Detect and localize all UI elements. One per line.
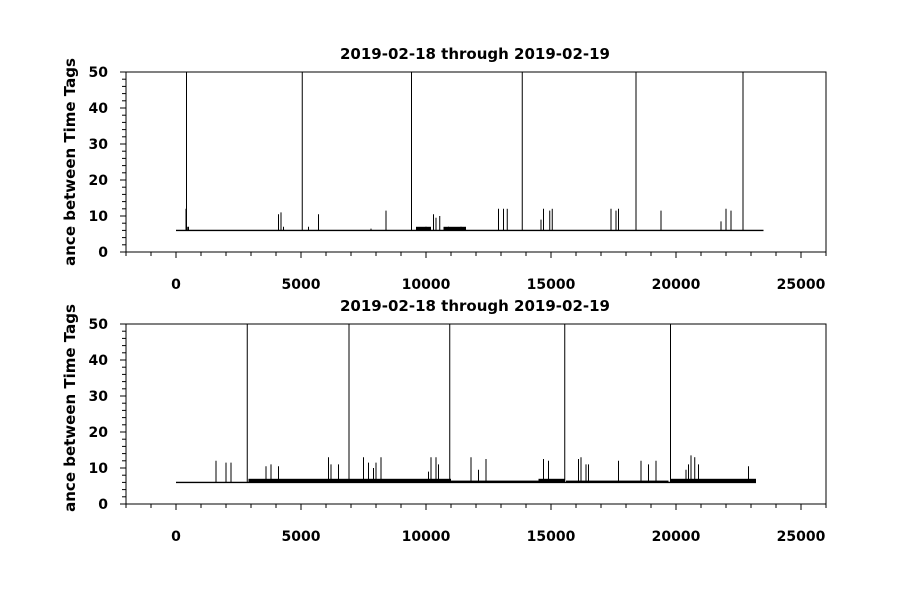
series-dense-band	[443, 226, 466, 231]
y-tick-label: 10	[89, 461, 109, 477]
chart-title: 2019-02-18 through 2019-02-19	[340, 297, 610, 315]
y-tick-label: 20	[89, 425, 109, 441]
chart-panel-top: 2019-02-18 through 2019-02-19 ance betwe…	[61, 45, 827, 293]
y-tick-label: 0	[98, 497, 108, 513]
y-tick-label: 20	[89, 173, 109, 189]
series-dense-band	[248, 478, 451, 483]
series-dense-band	[671, 478, 756, 483]
y-tick-label: 30	[89, 389, 109, 405]
y-tick-label: 10	[89, 209, 109, 225]
series-dense-band	[566, 480, 669, 483]
x-tick-label: 15000	[527, 529, 576, 545]
y-tick-label: 50	[89, 317, 109, 333]
x-tick-label: 10000	[402, 277, 451, 293]
series-dense-band	[451, 480, 539, 483]
series-dense-band	[416, 226, 431, 231]
x-tick-label: 15000	[527, 277, 576, 293]
series-dense-band	[538, 478, 565, 483]
chart-title: 2019-02-18 through 2019-02-19	[340, 45, 610, 63]
y-tick-label: 30	[89, 137, 109, 153]
y-axis-label: ance between Time Tags	[61, 304, 79, 512]
plot-area: 0 5000 10000 15000 20000 25000 0 10 20 30 40 50	[89, 317, 827, 545]
x-tick-label: 10000	[402, 529, 451, 545]
x-tick-label: 20000	[652, 529, 701, 545]
x-tick-label: 25000	[777, 277, 826, 293]
y-tick-label: 50	[89, 65, 109, 81]
plot-area: 0 5000 10000 15000 20000 25000 0 10 20 30 40 50	[89, 65, 827, 293]
x-tick-label: 5000	[282, 277, 321, 293]
chart-panel-bottom: 2019-02-18 through 2019-02-19 ance betwe…	[61, 297, 827, 545]
x-tick-label: 5000	[282, 529, 321, 545]
y-tick-label: 40	[89, 101, 109, 117]
x-tick-label: 25000	[777, 529, 826, 545]
x-tick-label: 0	[171, 529, 181, 545]
y-tick-label: 0	[98, 245, 108, 261]
y-tick-label: 40	[89, 353, 109, 369]
x-tick-label: 20000	[652, 277, 701, 293]
x-tick-label: 0	[171, 277, 181, 293]
y-axis-label: ance between Time Tags	[61, 58, 79, 266]
